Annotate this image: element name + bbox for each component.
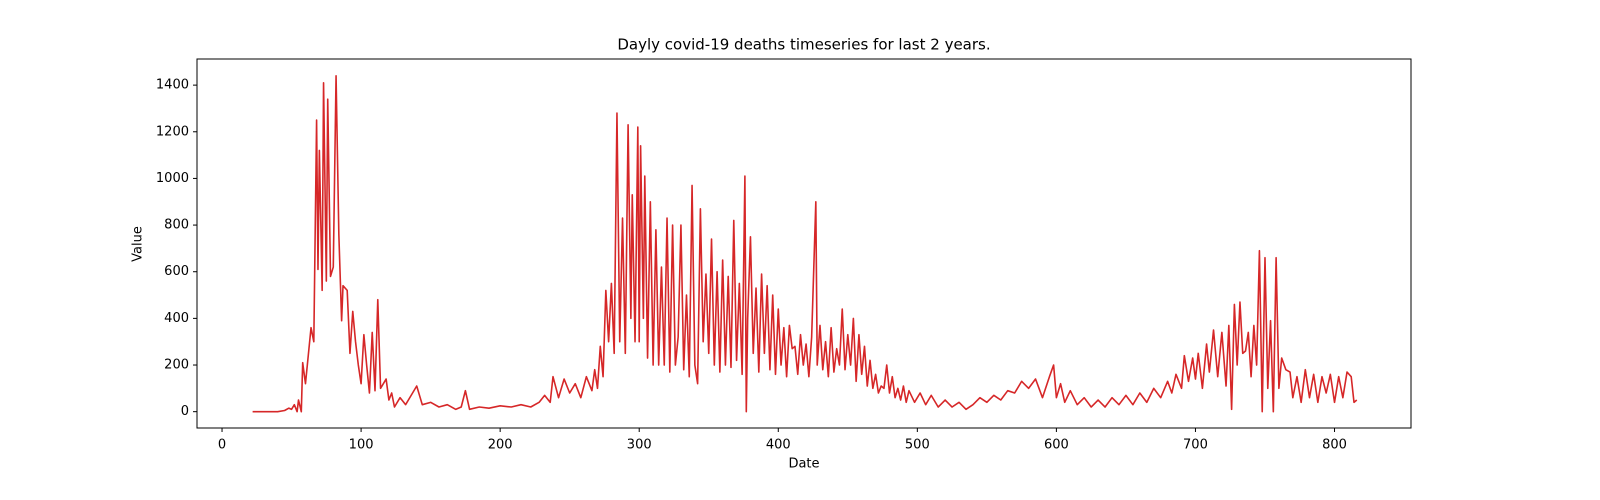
y-tick-label: 1000 [156,171,189,186]
y-tick-label: 1400 [156,78,189,93]
x-tick-label: 500 [905,438,930,453]
y-tick-label: 400 [164,311,189,326]
plot-frame [196,58,1412,429]
x-tick-label: 0 [218,438,226,453]
y-tick-label: 0 [181,404,189,419]
y-tick-label: 1200 [156,124,189,139]
x-tick-label: 100 [349,438,374,453]
x-tick-label: 600 [1044,438,1069,453]
x-axis-label: Date [788,457,819,472]
y-tick-label: 800 [164,218,189,233]
x-tick-label: 800 [1322,438,1347,453]
chart-title: Dayly covid-19 deaths timeseries for las… [617,36,990,54]
y-axis-label: Value [131,226,146,262]
x-tick-label: 200 [488,438,513,453]
y-tick-label: 600 [164,264,189,279]
y-tick-label: 200 [164,358,189,373]
x-tick-label: 300 [627,438,652,453]
data-line [252,74,1358,413]
x-tick-label: 700 [1183,438,1208,453]
x-tick-label: 400 [766,438,791,453]
